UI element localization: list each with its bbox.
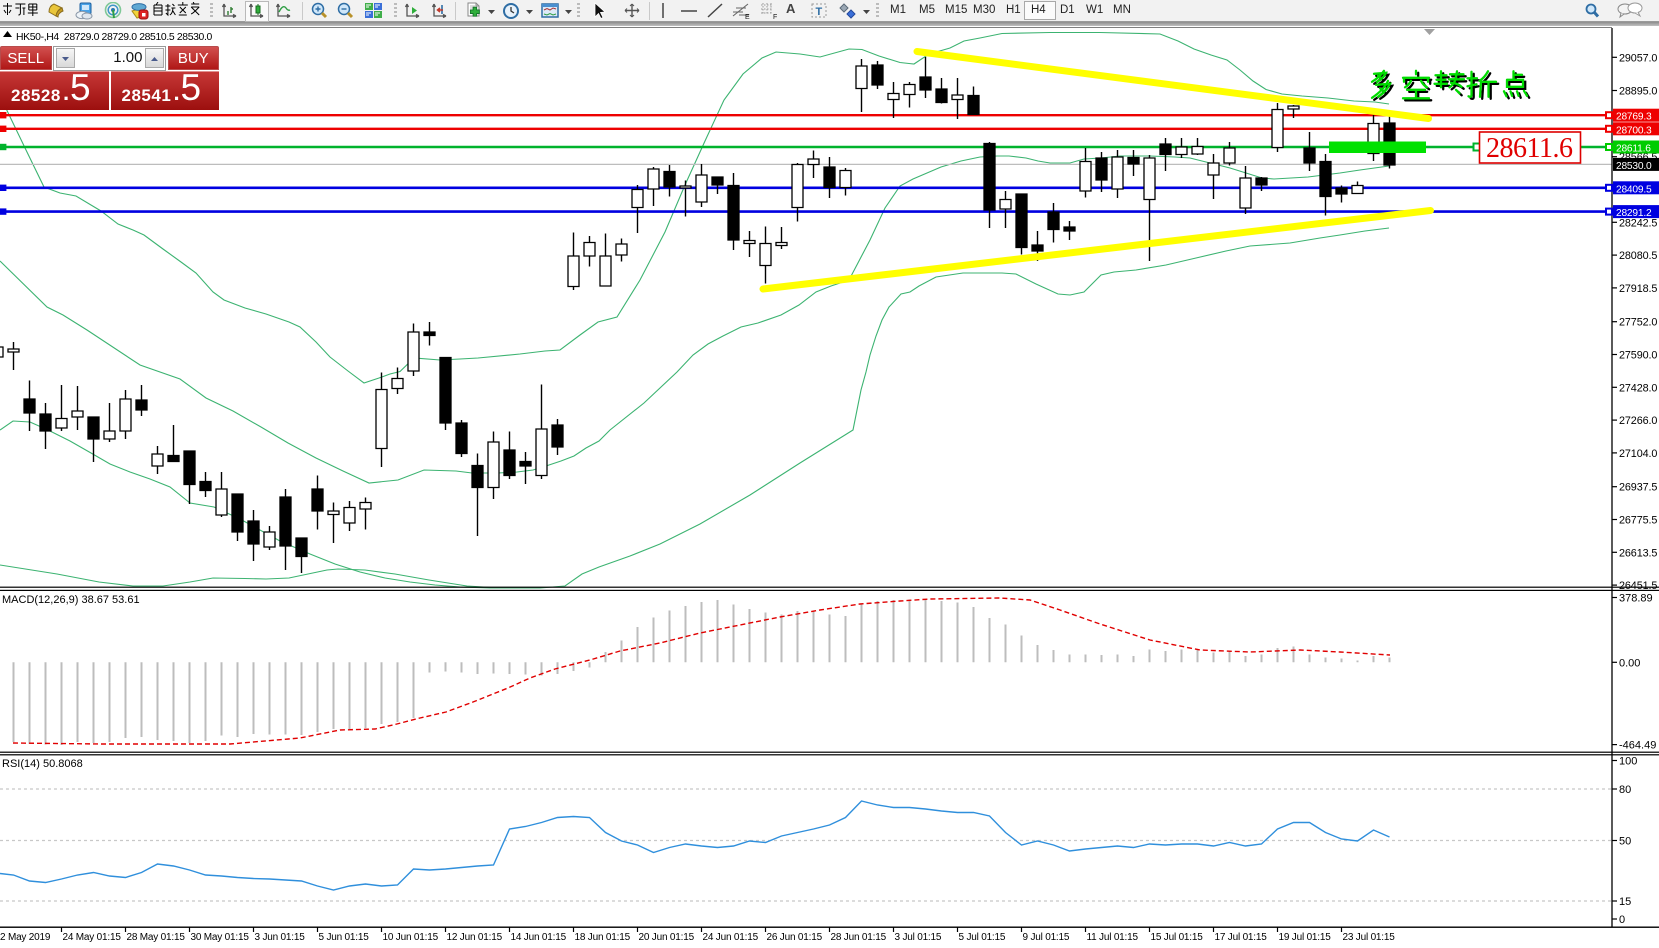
svg-text:24 Jun 01:15: 24 Jun 01:15 [703, 932, 759, 943]
svg-text:28 May 01:15: 28 May 01:15 [127, 932, 186, 943]
svg-text:28769.3: 28769.3 [1616, 112, 1652, 123]
svg-text:15: 15 [1619, 896, 1631, 908]
svg-text:15 Jul 01:15: 15 Jul 01:15 [1151, 932, 1204, 943]
svg-text:28895.0: 28895.0 [1619, 86, 1657, 98]
svg-text:100: 100 [1619, 756, 1637, 768]
svg-text:F: F [773, 14, 777, 20]
svg-text:50: 50 [1619, 836, 1631, 848]
svg-text:378.89: 378.89 [1619, 593, 1653, 605]
svg-text:12 Jun 01:15: 12 Jun 01:15 [447, 932, 503, 943]
svg-text:26775.5: 26775.5 [1619, 515, 1657, 527]
svg-text:27752.0: 27752.0 [1619, 317, 1657, 329]
svg-text:10 Jun 01:15: 10 Jun 01:15 [383, 932, 439, 943]
svg-text:27918.5: 27918.5 [1619, 283, 1657, 295]
svg-text:T: T [816, 6, 823, 18]
svg-text:28291.2: 28291.2 [1616, 208, 1652, 219]
svg-text:9 Jul 01:15: 9 Jul 01:15 [1023, 932, 1070, 943]
svg-text:23 Jul 01:15: 23 Jul 01:15 [1343, 932, 1396, 943]
svg-text:14 Jun 01:15: 14 Jun 01:15 [511, 932, 567, 943]
svg-text:26 Jun 01:15: 26 Jun 01:15 [767, 932, 823, 943]
svg-text:24 May 01:15: 24 May 01:15 [63, 932, 122, 943]
svg-text:28700.3: 28700.3 [1616, 125, 1652, 136]
svg-text:26451.5: 26451.5 [1619, 580, 1657, 592]
svg-text:MACD(12,26,9) 38.67 53.61: MACD(12,26,9) 38.67 53.61 [2, 594, 140, 606]
svg-text:5 Jul 01:15: 5 Jul 01:15 [959, 932, 1006, 943]
svg-text:2 May 2019: 2 May 2019 [0, 932, 51, 943]
svg-text:28409.5: 28409.5 [1616, 184, 1652, 195]
svg-text:27104.0: 27104.0 [1619, 448, 1657, 460]
svg-text:26937.5: 26937.5 [1619, 482, 1657, 494]
svg-text:HK50-,H4 28729.0 28729.0 2851: HK50-,H4 28729.0 28729.0 28510.5 28530.0 [16, 32, 213, 43]
svg-text:-464.49: -464.49 [1619, 740, 1656, 752]
svg-text:17 Jul 01:15: 17 Jul 01:15 [1215, 932, 1268, 943]
svg-text:27428.0: 27428.0 [1619, 382, 1657, 394]
svg-text:E: E [745, 14, 750, 20]
svg-text:3 Jun 01:15: 3 Jun 01:15 [255, 932, 306, 943]
svg-text:3 Jul 01:15: 3 Jul 01:15 [895, 932, 942, 943]
svg-text:11 Jul 01:15: 11 Jul 01:15 [1087, 932, 1139, 943]
svg-text:0.00: 0.00 [1619, 657, 1640, 669]
svg-text:5 Jun 01:15: 5 Jun 01:15 [319, 932, 370, 943]
svg-text:RSI(14) 50.8068: RSI(14) 50.8068 [2, 758, 83, 770]
svg-text:28080.5: 28080.5 [1619, 250, 1657, 262]
svg-text:27590.0: 27590.0 [1619, 350, 1657, 362]
svg-text:0: 0 [1619, 914, 1625, 926]
svg-text:28242.5: 28242.5 [1619, 217, 1657, 229]
svg-text:28611.6: 28611.6 [1616, 144, 1651, 155]
svg-text:30 May 01:15: 30 May 01:15 [191, 932, 250, 943]
svg-text:26613.5: 26613.5 [1619, 547, 1657, 559]
svg-text:27266.0: 27266.0 [1619, 415, 1657, 427]
svg-text:80: 80 [1619, 784, 1631, 796]
svg-text:19 Jul 01:15: 19 Jul 01:15 [1279, 932, 1332, 943]
svg-text:18 Jun 01:15: 18 Jun 01:15 [575, 932, 631, 943]
svg-text:28 Jun 01:15: 28 Jun 01:15 [831, 932, 887, 943]
svg-text:28530.0: 28530.0 [1616, 161, 1652, 172]
svg-text:29057.0: 29057.0 [1619, 52, 1657, 64]
svg-text:28611.6: 28611.6 [1486, 133, 1573, 164]
svg-text:20 Jun 01:15: 20 Jun 01:15 [639, 932, 695, 943]
